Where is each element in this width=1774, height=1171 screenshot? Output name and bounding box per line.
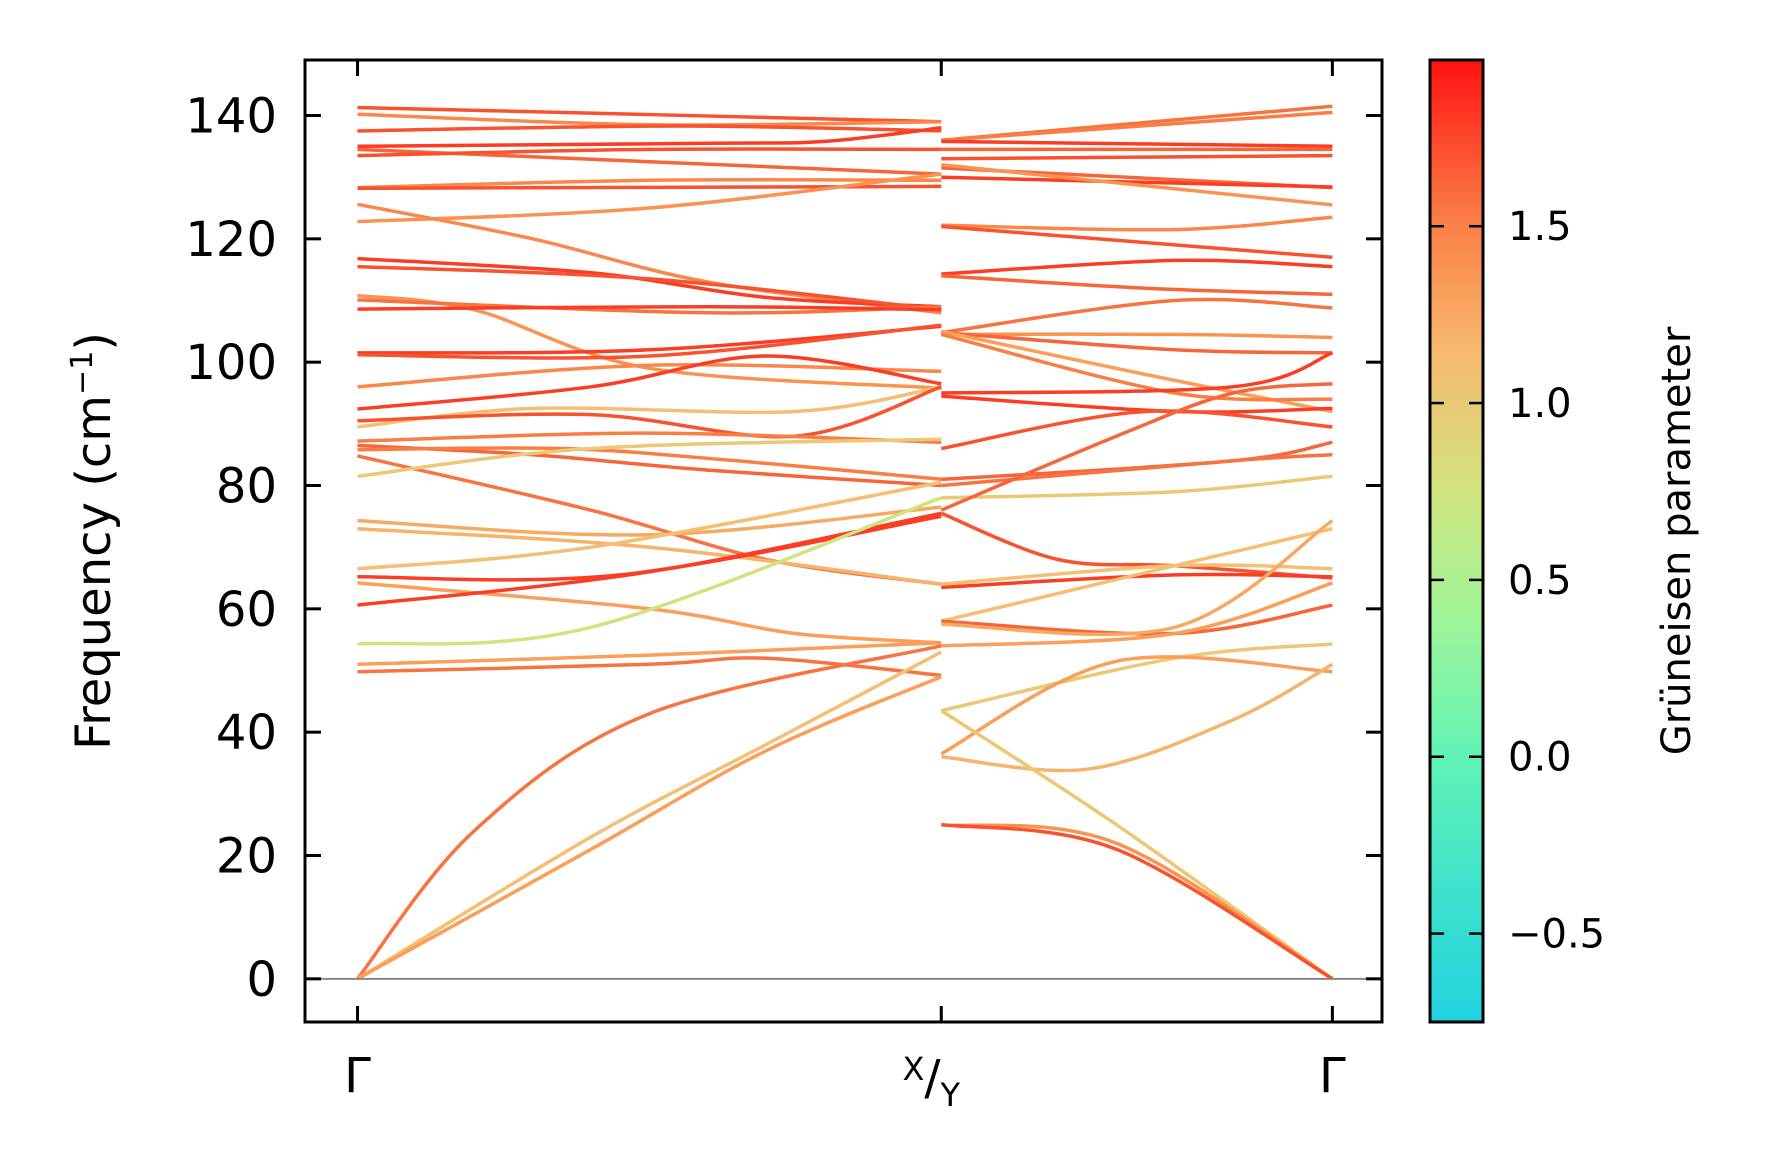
- phonon-band-segment2-10: [941, 258, 1333, 276]
- y-axis-title-main: Frequency (cm: [66, 395, 122, 750]
- y-tick-label-140: 140: [185, 89, 277, 145]
- phonon-band-segment2-1: [941, 110, 1333, 142]
- phonon-band-segment2-7: [941, 163, 1333, 207]
- phonon-band-segment1-15: [357, 324, 942, 355]
- phonon-band-segment1-16: [357, 323, 942, 360]
- x-tick-label-2: Γ: [1319, 1048, 1346, 1104]
- y-tick-label-100: 100: [185, 335, 277, 391]
- phonon-band-segment2-6: [941, 175, 1333, 189]
- phonon-band-segment2-14: [941, 330, 1333, 355]
- x-tick-label-0: Γ: [344, 1048, 371, 1104]
- phonon-band-segment1-6: [357, 177, 942, 190]
- phonon-band-segment2-23: [940, 382, 1333, 512]
- phonon-band-segment1-10: [357, 256, 942, 309]
- phonon-band-segment1-24: [357, 454, 942, 586]
- phonon-band-segment1-14: [357, 304, 942, 312]
- y-tick-label-60: 60: [216, 582, 277, 638]
- phonon-band-segment1-30: [357, 581, 942, 645]
- colorbar-tick-label-1: 0.0: [1508, 735, 1572, 781]
- plot-frame: [303, 58, 1384, 1024]
- y-tick-label-0: 0: [246, 952, 277, 1008]
- y-tick-label-80: 80: [216, 459, 277, 515]
- phonon-band-segment2-31: [940, 642, 1333, 713]
- phonon-band-segment1-31: [357, 511, 942, 607]
- phonon-band-segment1-2: [357, 124, 942, 133]
- phonon-band-segment1-25: [357, 437, 942, 479]
- phonon-band-segment2-17: [941, 351, 1334, 395]
- phonon-band-segment2-33: [941, 662, 1334, 773]
- x-tick-label-1: X/Y: [902, 1050, 960, 1114]
- phonon-band-segment1-0: [357, 105, 942, 124]
- phonon-band-segment2-11: [941, 274, 1333, 297]
- colorbar-tick-label-2: 0.5: [1508, 558, 1572, 604]
- y-axis-title-superscript: −1: [65, 351, 100, 395]
- phonon-band-segment1-37: [356, 675, 942, 981]
- phonon-band-segment1-35: [356, 644, 942, 980]
- phonon-band-segment2-13: [941, 332, 1333, 340]
- phonon-band-segment1-28: [357, 480, 942, 571]
- phonon-band-segment1-34: [357, 656, 942, 678]
- colorbar-tick-label-0: −0.5: [1508, 912, 1605, 958]
- colorbar-title: Grüneisen parameter: [1654, 326, 1700, 755]
- phonon-band-segment2-2: [941, 139, 1333, 149]
- colorbar-tick-label-4: 1.5: [1508, 204, 1572, 250]
- colorbar-tick-label-3: 1.0: [1508, 381, 1572, 427]
- phonon-band-segment1-18: [357, 354, 942, 411]
- y-axis-title: Frequency (cm−1): [65, 332, 122, 750]
- phonon-band-segment2-20: [941, 440, 1333, 482]
- phonon-band-segment1-5: [357, 147, 942, 158]
- x-tick-label-lower: Y: [940, 1076, 961, 1114]
- phonon-band-segment2-30: [941, 581, 1333, 648]
- phonon-band-segment1-20: [357, 385, 942, 439]
- phonon-band-segment1-33: [357, 641, 942, 667]
- x-tick-label-slash: /: [924, 1050, 941, 1106]
- phonon-band-segment1-32: [357, 496, 942, 646]
- phonon-band-segment2-25: [941, 572, 1333, 590]
- phonon-band-segment2-32: [940, 655, 1333, 756]
- phonon-band-segment1-3: [357, 126, 942, 149]
- y-axis-title-close: ): [66, 332, 122, 351]
- colorbar: [1428, 58, 1485, 1024]
- y-tick-label-120: 120: [185, 212, 277, 268]
- phonon-band-segment2-9: [941, 224, 1333, 260]
- phonon-band-segment2-22: [941, 474, 1333, 500]
- phonon-band-segment1-7: [357, 184, 942, 191]
- x-tick-label-upper: X: [902, 1050, 924, 1088]
- x-axis-ticks: Γ X/Y Γ: [344, 60, 1346, 1114]
- colorbar-ticks: −0.5 0.0 0.5 1.0 1.5: [1430, 204, 1605, 958]
- phonon-band-segment1-23: [357, 446, 942, 482]
- phonon-band-segment1-4: [357, 147, 942, 176]
- phonon-band-segment2-36: [941, 822, 1334, 981]
- phonon-band-segment1-26: [357, 505, 942, 537]
- phonon-band-segment1-27: [357, 526, 942, 586]
- phonon-band-segment2-27: [940, 526, 1333, 623]
- phonon-band-segment2-4: [941, 153, 1333, 161]
- phonon-band-segment2-29: [941, 519, 1334, 637]
- phonon-bands: [356, 104, 1334, 981]
- phonon-band-segment2-19: [940, 409, 1333, 451]
- phonon-band-segment2-12: [941, 297, 1333, 335]
- phonon-band-segment2-21: [941, 452, 1333, 488]
- phonon-band-segment2-35: [941, 822, 1334, 981]
- phonon-band-segment1-11: [357, 264, 942, 312]
- y-tick-label-20: 20: [216, 829, 277, 885]
- phonon-band-segment1-9: [357, 202, 942, 315]
- phonon-band-segment1-36: [356, 650, 943, 981]
- phonon-band-segment2-8: [941, 215, 1333, 232]
- y-tick-label-40: 40: [216, 705, 277, 761]
- phonon-band-segment2-15: [940, 329, 1333, 414]
- y-axis-ticks: 0 20 40 60 80 100 120 140: [185, 89, 1382, 1008]
